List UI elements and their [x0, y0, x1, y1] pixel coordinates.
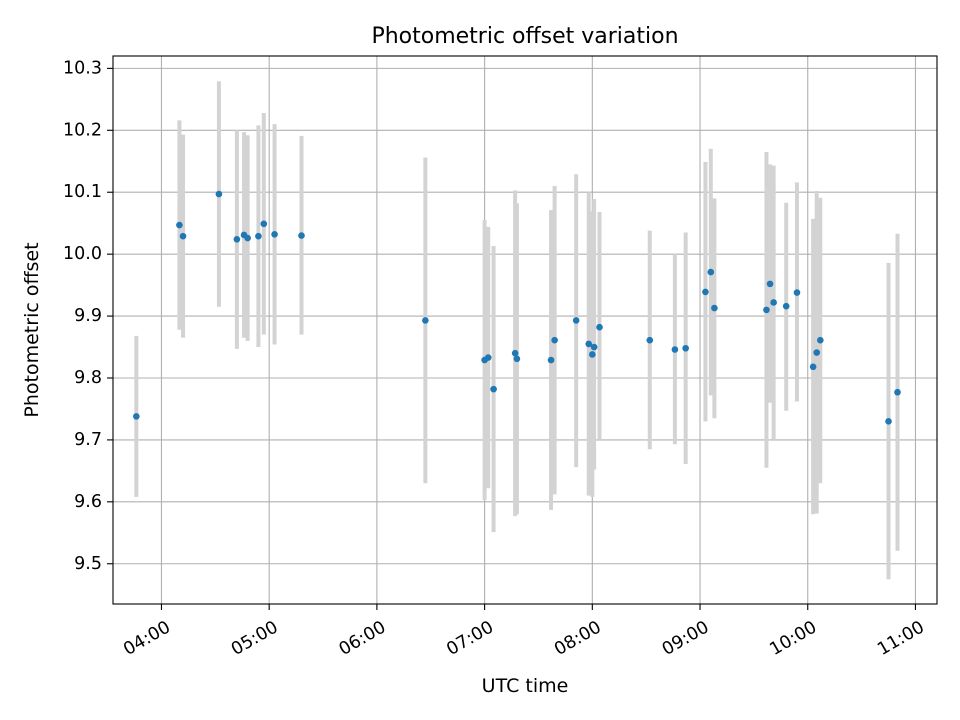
data-point — [422, 317, 429, 324]
y-tick-label: 9.5 — [74, 554, 102, 574]
data-point — [793, 289, 801, 296]
data-point — [671, 346, 679, 353]
data-point — [176, 221, 183, 229]
data-point — [179, 232, 187, 240]
data-point — [490, 385, 497, 393]
data-point — [711, 304, 718, 312]
data-point — [885, 418, 892, 425]
data-point — [813, 349, 821, 356]
data-point — [817, 336, 824, 344]
data-point — [551, 336, 558, 344]
data-point — [766, 280, 774, 288]
data-point — [513, 355, 521, 363]
chart-title: Photometric offset variation — [371, 24, 678, 49]
data-point — [782, 302, 790, 310]
data-point — [702, 288, 709, 296]
plot-frame — [112, 55, 938, 605]
y-axis-ticks: 9.5 9.6 9.7 9.8 9.9 10.0 10.1 10.2 10.3 — [63, 58, 113, 574]
data-point — [589, 351, 596, 358]
y-tick-label: 10.3 — [63, 58, 102, 78]
data-point — [233, 235, 241, 243]
data-point — [572, 317, 580, 324]
y-tick-label: 9.8 — [74, 368, 102, 388]
data-point — [244, 234, 251, 242]
y-tick-label: 9.6 — [74, 492, 102, 512]
y-tick-label: 10.0 — [63, 244, 102, 264]
data-point — [260, 220, 268, 228]
y-tick-label: 10.1 — [63, 182, 102, 202]
data-point — [770, 299, 777, 306]
x-axis-label: UTC time — [482, 675, 569, 697]
data-point — [809, 363, 817, 371]
data-point — [215, 190, 223, 198]
data-point — [590, 343, 598, 351]
data-point — [682, 344, 689, 352]
y-tick-label: 10.2 — [63, 120, 102, 140]
data-point — [484, 354, 492, 361]
y-tick-label: 9.9 — [74, 306, 102, 326]
data-point — [596, 323, 603, 331]
y-axis-label: Photometric offset — [21, 242, 43, 417]
data-point — [255, 232, 262, 240]
data-point — [707, 268, 715, 276]
data-point — [646, 336, 654, 344]
data-point — [894, 388, 901, 396]
grid — [113, 56, 937, 604]
data-points — [133, 190, 901, 425]
y-tick-label: 9.7 — [74, 430, 102, 450]
data-point — [133, 413, 140, 420]
data-point — [271, 231, 278, 238]
data-point — [511, 349, 519, 357]
data-point — [585, 340, 593, 348]
data-point — [763, 306, 770, 314]
data-point — [298, 232, 305, 239]
data-point — [547, 356, 555, 364]
